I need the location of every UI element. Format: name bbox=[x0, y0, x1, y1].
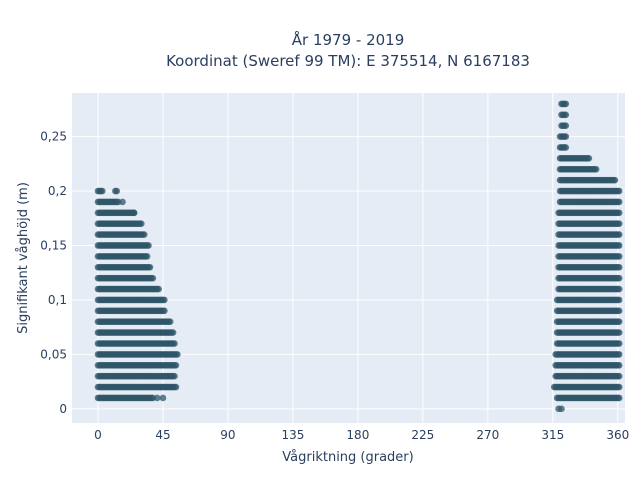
data-point bbox=[143, 253, 151, 260]
data-point bbox=[615, 220, 623, 227]
chart-title-line1: År 1979 - 2019 bbox=[292, 30, 405, 49]
x-tick-label: 270 bbox=[476, 428, 499, 442]
data-point bbox=[138, 220, 145, 227]
data-point bbox=[615, 209, 623, 217]
data-point bbox=[159, 394, 167, 402]
data-point bbox=[615, 263, 623, 271]
data-point bbox=[615, 242, 623, 249]
data-point bbox=[558, 405, 565, 413]
y-axis-title: Signifikant våghöjd (m) bbox=[16, 182, 31, 334]
data-point bbox=[615, 318, 623, 326]
data-point bbox=[149, 274, 157, 282]
data-point bbox=[172, 383, 180, 391]
x-tick-label: 315 bbox=[541, 428, 564, 442]
x-tick-label: 90 bbox=[220, 428, 235, 442]
y-tick-label: 0,25 bbox=[40, 130, 67, 144]
data-point bbox=[615, 361, 623, 369]
data-point bbox=[99, 187, 106, 195]
data-point bbox=[562, 133, 570, 140]
x-axis-title: Vågriktning (grader) bbox=[282, 450, 413, 465]
data-point bbox=[615, 383, 623, 391]
x-tick-label: 0 bbox=[94, 428, 102, 442]
data-point bbox=[562, 122, 570, 129]
y-tick-label: 0,15 bbox=[40, 238, 67, 252]
x-tick-label: 45 bbox=[155, 428, 170, 442]
y-tick-label: 0,2 bbox=[48, 184, 67, 198]
grid-lines bbox=[72, 93, 625, 423]
data-point bbox=[166, 318, 174, 326]
data-point bbox=[615, 231, 623, 238]
data-point bbox=[161, 296, 168, 304]
y-tick-label: 0,1 bbox=[48, 293, 67, 307]
data-point bbox=[615, 394, 623, 402]
data-point bbox=[615, 307, 623, 315]
data-point bbox=[615, 253, 623, 260]
data-point bbox=[615, 296, 623, 304]
data-point bbox=[169, 329, 177, 336]
data-point bbox=[140, 231, 148, 238]
data-point bbox=[592, 165, 600, 173]
data-point bbox=[615, 198, 623, 206]
y-tick-label: 0 bbox=[59, 402, 67, 416]
data-point bbox=[615, 274, 623, 282]
data-point bbox=[615, 187, 623, 195]
y-tick-label: 0,05 bbox=[40, 347, 67, 361]
data-point bbox=[161, 307, 168, 315]
data-point bbox=[113, 187, 121, 195]
data-point bbox=[562, 100, 570, 108]
data-point bbox=[171, 340, 178, 347]
data-point bbox=[172, 361, 180, 369]
x-tick-label: 360 bbox=[606, 428, 629, 442]
x-tick-label: 225 bbox=[411, 428, 434, 442]
data-point bbox=[615, 351, 623, 358]
data-point bbox=[615, 372, 623, 380]
x-tick-label: 180 bbox=[346, 428, 369, 442]
data-point bbox=[146, 263, 154, 271]
data-point bbox=[130, 209, 138, 217]
data-point bbox=[615, 329, 623, 336]
x-tick-label: 135 bbox=[281, 428, 304, 442]
data-point bbox=[615, 340, 623, 347]
data-point bbox=[562, 144, 570, 151]
data-point bbox=[562, 111, 570, 119]
data-point bbox=[155, 285, 162, 293]
data-point bbox=[615, 285, 623, 293]
data-point bbox=[611, 176, 619, 184]
y-axis-ticks: 0 0,05 0,1 0,15 0,2 0,25 bbox=[40, 130, 67, 416]
data-point bbox=[153, 394, 161, 402]
data-point bbox=[145, 242, 152, 249]
scatter-points bbox=[94, 100, 623, 413]
x-axis-ticks: 0 45 90 135 180 225 270 315 360 bbox=[94, 428, 629, 442]
data-point bbox=[174, 351, 181, 358]
data-point bbox=[585, 155, 593, 162]
data-point bbox=[119, 198, 126, 206]
chart-title-line2: Koordinat (Sweref 99 TM): E 375514, N 61… bbox=[166, 52, 530, 70]
data-point bbox=[171, 372, 178, 380]
